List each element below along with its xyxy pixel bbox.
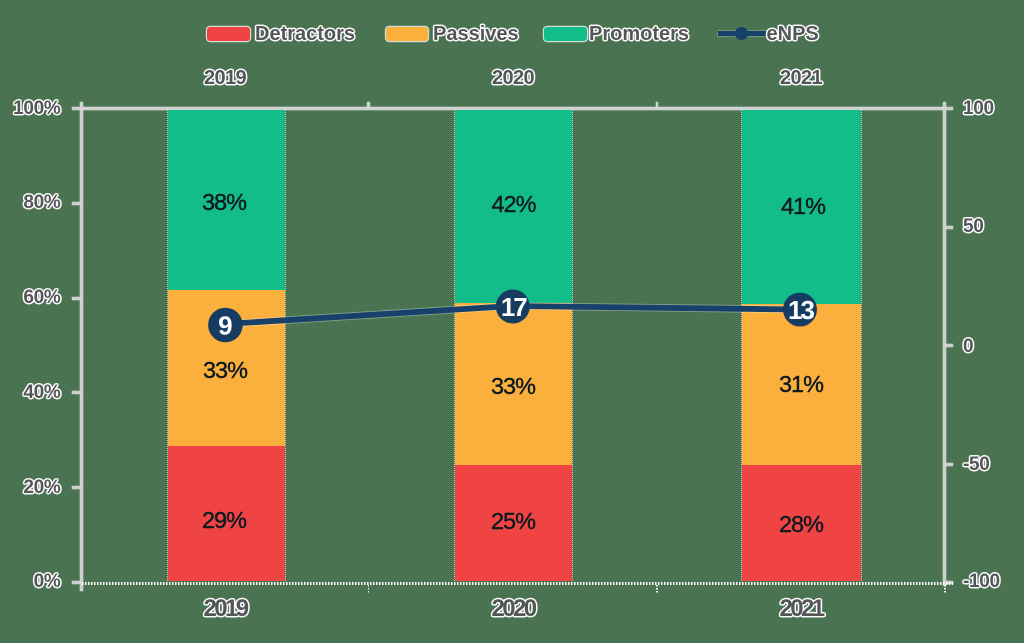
svg-text:13: 13 [788, 295, 814, 325]
svg-text:9: 9 [218, 310, 232, 340]
svg-text:17: 17 [501, 292, 527, 322]
